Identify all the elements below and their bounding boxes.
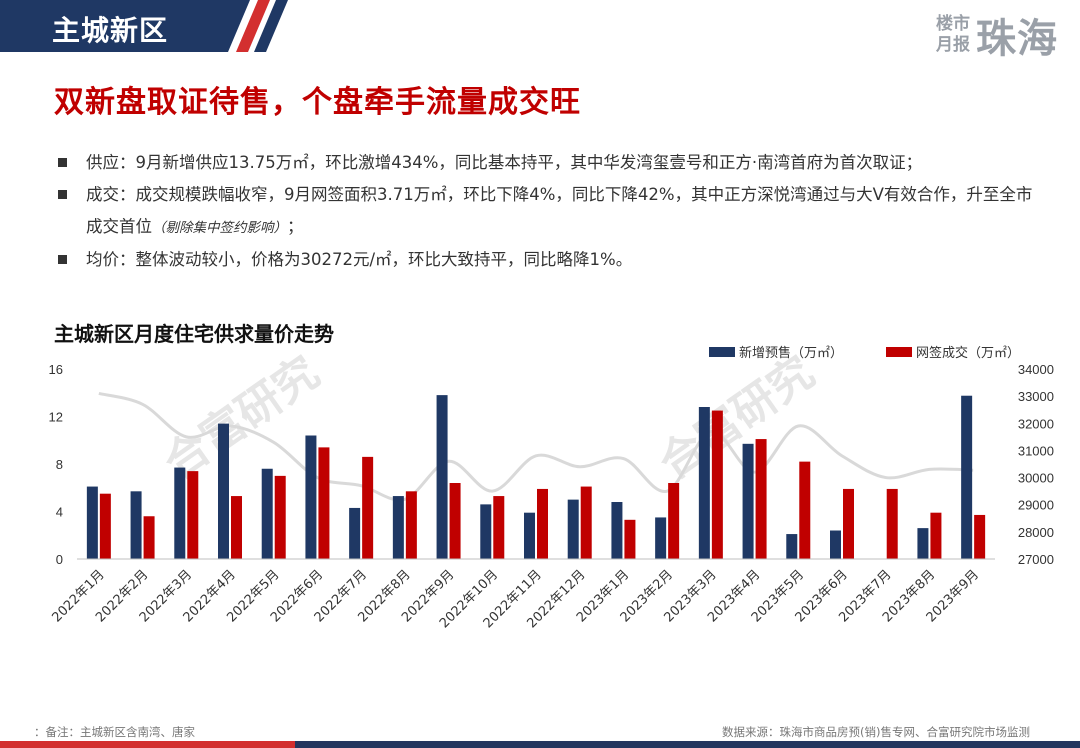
bullet-note: （剔除集中签约影响） xyxy=(152,220,287,236)
y-right-tick-label: 29000 xyxy=(1018,498,1054,513)
bar-transaction xyxy=(493,496,505,559)
bar-new-supply xyxy=(698,407,710,559)
bar-new-supply xyxy=(567,499,579,559)
bar-new-supply xyxy=(655,517,667,559)
y-left-tick-label: 12 xyxy=(49,410,63,425)
bar-transaction xyxy=(187,471,199,559)
legend-swatch xyxy=(886,347,912,357)
bullet-supply: 供应：9月新增供应13.75万㎡，环比激增434%，同比基本持平，其中华发湾玺壹… xyxy=(56,147,1046,179)
bullet-square-icon xyxy=(58,255,67,264)
bar-transaction xyxy=(624,519,636,559)
header-band-red-stripe xyxy=(236,0,270,52)
bar-transaction xyxy=(799,461,811,559)
bar-new-supply xyxy=(611,502,623,559)
chart-title: 主城新区月度住宅供求量价走势 xyxy=(54,322,334,346)
header-band-navy-stripe xyxy=(254,0,288,52)
bar-transaction xyxy=(668,483,680,559)
price-line xyxy=(98,391,974,502)
bar-transaction xyxy=(886,488,898,559)
footer-source: 数据来源：珠海市商品房预(销)售专网、合富研究院市场监测 xyxy=(722,725,1030,739)
y-left-tick-label: 16 xyxy=(49,362,63,377)
y-right-tick-label: 33000 xyxy=(1018,389,1054,404)
bullet-tail: ； xyxy=(287,217,304,236)
bar-new-supply xyxy=(218,423,229,559)
section-title: 主城新区 xyxy=(52,14,169,47)
legend-swatch xyxy=(709,347,735,357)
bar-new-supply xyxy=(349,507,361,559)
bullet-text: 均价：整体波动较小，价格为30272元/㎡，环比大致持平，同比略降1%。 xyxy=(86,250,633,269)
bar-transaction xyxy=(99,493,111,559)
bottom-bar-navy xyxy=(295,741,1080,748)
brand-small-bottom: 月报 xyxy=(936,35,970,55)
bar-new-supply xyxy=(392,496,404,559)
bar-transaction xyxy=(405,491,417,559)
y-right-tick-label: 28000 xyxy=(1018,525,1054,540)
bullet-transaction: 成交：成交规模跌幅收窄，9月网签面积3.71万㎡，环比下降4%，同比下降42%，… xyxy=(56,179,1046,244)
bar-new-supply xyxy=(305,435,317,559)
bar-transaction xyxy=(755,439,767,559)
bullet-price: 均价：整体波动较小，价格为30272元/㎡，环比大致持平，同比略降1%。 xyxy=(56,244,1046,276)
watermark-text: 合富研究 xyxy=(650,347,823,490)
bar-new-supply xyxy=(830,530,841,559)
bar-transaction xyxy=(231,496,242,559)
bar-new-supply xyxy=(86,486,98,559)
bar-new-supply xyxy=(130,491,142,559)
y-right-tick-label: 30000 xyxy=(1018,471,1054,486)
legend-label: 新增预售（万㎡） xyxy=(739,345,843,361)
legend-label: 网签成交（万㎡） xyxy=(916,345,1020,361)
y-left-tick-label: 4 xyxy=(56,505,63,520)
header-band-navy xyxy=(0,0,250,52)
bar-transaction xyxy=(537,488,548,559)
chart: 合富研究 合富研究04812162700028000290003000031000… xyxy=(49,345,1054,631)
bar-new-supply xyxy=(261,468,273,559)
y-left-tick-label: 8 xyxy=(56,457,63,472)
bar-new-supply xyxy=(742,443,754,559)
bar-transaction xyxy=(274,475,286,559)
bar-new-supply xyxy=(917,528,929,559)
bar-transaction xyxy=(843,488,854,559)
bar-new-supply xyxy=(524,512,535,559)
bar-new-supply xyxy=(174,467,186,559)
bar-new-supply xyxy=(786,534,798,559)
headline: 双新盘取证待售，个盘牵手流量成交旺 xyxy=(54,85,581,120)
bullet-text: 成交：成交规模跌幅收窄，9月网签面积3.71万㎡，环比下降4%，同比下降42%，… xyxy=(86,185,1033,236)
brand-city: 珠海 xyxy=(976,16,1058,62)
y-left-tick-label: 0 xyxy=(56,552,63,567)
bar-transaction xyxy=(362,456,374,559)
bullet-square-icon xyxy=(58,158,67,167)
bottom-bar-red xyxy=(0,741,295,748)
brand-small-top: 楼市 xyxy=(936,14,970,34)
bullet-text: 供应：9月新增供应13.75万㎡，环比激增434%，同比基本持平，其中华发湾玺壹… xyxy=(86,153,923,172)
bar-new-supply xyxy=(961,395,973,559)
bullet-square-icon xyxy=(58,190,67,199)
y-right-tick-label: 34000 xyxy=(1018,362,1054,377)
bar-new-supply xyxy=(480,504,492,559)
header-band xyxy=(0,0,288,52)
bar-transaction xyxy=(974,514,986,559)
footer-note: ：备注：主城新区含南湾、唐家 xyxy=(34,725,195,739)
bar-transaction xyxy=(143,516,155,559)
bar-transaction xyxy=(318,447,330,559)
y-right-tick-label: 32000 xyxy=(1018,416,1054,431)
bar-new-supply xyxy=(436,395,448,559)
brand-logo: 楼市 月报 珠海 xyxy=(936,6,1058,64)
y-right-tick-label: 27000 xyxy=(1018,552,1054,567)
y-right-tick-label: 31000 xyxy=(1018,443,1054,458)
bar-transaction xyxy=(580,486,592,559)
bullet-list: 供应：9月新增供应13.75万㎡，环比激增434%，同比基本持平，其中华发湾玺壹… xyxy=(56,147,1046,276)
bar-transaction xyxy=(930,512,942,559)
bar-transaction xyxy=(711,410,723,559)
bar-transaction xyxy=(449,483,461,559)
